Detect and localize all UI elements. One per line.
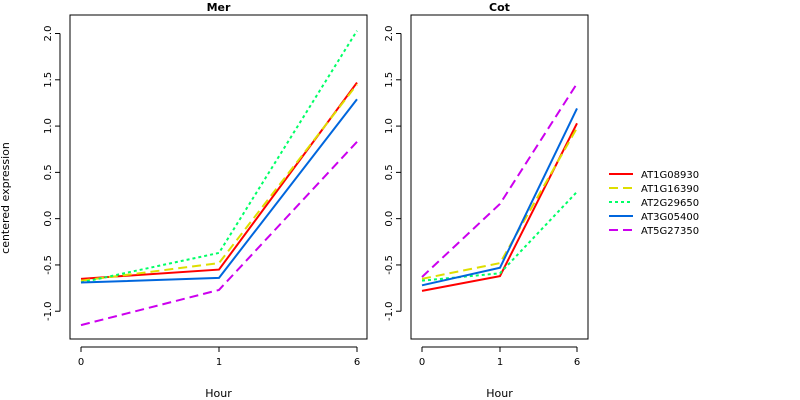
legend-item: AT1G08930 <box>609 170 699 181</box>
panel-cot: Cot -1.0 -0.5 0.0 0.5 1.0 1.5 2.0 0 1 6 Hour <box>384 1 589 400</box>
plot-frame <box>410 14 589 340</box>
legend-item: AT5G27350 <box>609 226 699 237</box>
y-tick-label: 1.5 <box>384 72 395 88</box>
panel-mer: Mer -1.0 -0.5 0.0 0.5 1.0 1.5 2.0 0 1 6 Hour <box>43 1 368 400</box>
plot-frame <box>69 14 368 340</box>
series-line-at3g05400 <box>80 98 358 284</box>
y-tick-label: 2.0 <box>384 26 395 42</box>
legend-label: AT1G08930 <box>641 170 699 181</box>
x-axis-title: Hour <box>205 387 232 400</box>
x-tick-label: 6 <box>574 357 580 368</box>
y-tick-label: 0.0 <box>43 211 54 227</box>
panel-title: Mer <box>207 1 231 14</box>
legend-item: AT1G16390 <box>609 184 699 195</box>
series-line-at2g29650 <box>80 30 358 284</box>
y-tick-label: 1.0 <box>384 118 395 134</box>
legend: AT1G08930 AT1G16390 AT2G29650 AT3G05400 AT5G… <box>609 170 699 237</box>
y-tick-label: 1.5 <box>43 72 54 88</box>
x-tick-label: 6 <box>354 357 360 368</box>
y-tick-label: -1.0 <box>384 301 395 321</box>
series-line-at3g05400 <box>421 108 578 287</box>
x-tick-label: 0 <box>419 357 425 368</box>
x-axis-title: Hour <box>486 387 513 400</box>
x-tick-label: 0 <box>78 357 84 368</box>
legend-label: AT1G16390 <box>641 184 699 195</box>
legend-item: AT3G05400 <box>609 212 699 223</box>
y-tick-label: 2.0 <box>43 26 54 42</box>
y-tick-label: 0.0 <box>384 211 395 227</box>
series-line-at2g29650 <box>421 191 578 282</box>
x-tick-label: 1 <box>216 357 222 368</box>
series-line-at1g08930 <box>80 81 358 280</box>
legend-label: AT5G27350 <box>641 226 699 237</box>
y-tick-label: -0.5 <box>384 255 395 275</box>
x-tick-label: 1 <box>497 357 503 368</box>
panels-group: Mer -1.0 -0.5 0.0 0.5 1.0 1.5 2.0 0 1 6 Hour Cot -1.0… <box>43 1 589 400</box>
legend-item: AT2G29650 <box>609 198 699 209</box>
y-tick-label: -0.5 <box>43 255 54 275</box>
series-line-at5g27350 <box>80 141 358 327</box>
series-line-at1g16390 <box>80 83 358 282</box>
series-line-at1g08930 <box>421 122 578 292</box>
legend-label: AT3G05400 <box>641 212 699 223</box>
y-tick-label: -1.0 <box>43 301 54 321</box>
panel-title: Cot <box>489 1 510 14</box>
y-axis-title: centered expression <box>0 142 12 254</box>
y-tick-label: 0.5 <box>43 164 54 180</box>
series-line-at5g27350 <box>421 82 578 278</box>
y-tick-label: 0.5 <box>384 164 395 180</box>
legend-label: AT2G29650 <box>641 198 699 209</box>
y-tick-label: 1.0 <box>43 118 54 134</box>
series-line-at1g16390 <box>421 127 578 280</box>
